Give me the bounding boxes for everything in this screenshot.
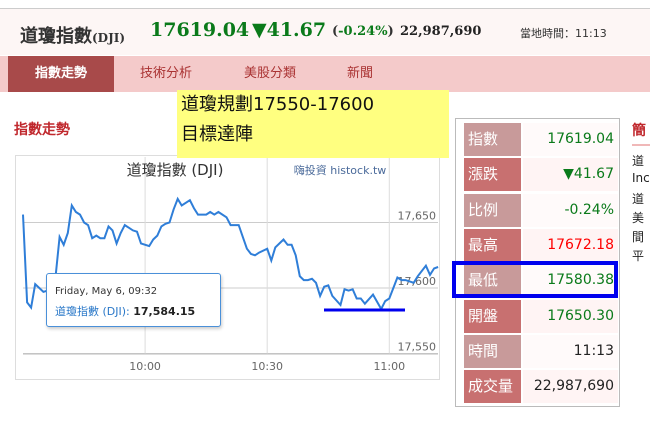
local-time-value: 11:13 [575, 27, 607, 40]
y-tick-label: 17,550 [398, 341, 437, 354]
header-volume: 22,987,690 [400, 24, 482, 39]
quote-row: 時間 11:13 [464, 334, 618, 368]
top-divider [0, 8, 650, 9]
header-change: ▼41.67 [252, 19, 327, 41]
quote-value: 17619.04 [523, 123, 618, 156]
side-panel: 簡 道 Inc 道 美 間 平 [632, 120, 650, 266]
chart-tooltip: Friday, May 6, 09:32 道瓊指數 (DJI): 17,584.… [46, 273, 221, 327]
quote-row: 最高 17672.18 [464, 228, 618, 262]
side-line: 道 [632, 192, 645, 206]
percent-value: -0.24% [338, 24, 388, 39]
index-name: 道瓊指數 [20, 26, 92, 47]
tooltip-date: Friday, May 6, 09:32 [55, 286, 158, 297]
quote-label: 漲跌 [464, 158, 521, 192]
quote-row: 開盤 17650.30 [464, 299, 618, 333]
y-tick-label: 17,650 [398, 210, 437, 223]
low-highlight-box [452, 261, 618, 298]
quote-label: 時間 [464, 334, 521, 368]
side-line: 平 [632, 249, 645, 263]
quote-label: 成交量 [464, 370, 521, 404]
side-heading: 簡 [632, 120, 650, 146]
x-tick-label: 10:30 [251, 360, 283, 373]
quote-row: 漲跌 ▼41.67 [464, 158, 618, 192]
quote-table: 指數 17619.04 漲跌 ▼41.67 比例 -0.24% 最高 17672.18 最低 17… [455, 118, 620, 407]
tab-news[interactable]: 新聞 [346, 66, 373, 81]
quote-label: 最高 [464, 228, 521, 262]
quote-header [0, 9, 650, 55]
index-title: 道瓊指數(DJI) [20, 22, 125, 48]
index-code: (DJI) [92, 31, 126, 45]
quote-label: 最低 [464, 264, 521, 298]
section-title: 指數走勢 [14, 122, 70, 138]
quote-value: ▼41.67 [523, 158, 618, 192]
chart-watermark: 嗨投資 histock.tw [294, 163, 387, 177]
local-time: 當地時間：11:13 [520, 25, 607, 41]
note-line-1: 道瓊規劃17550-17600 [181, 94, 375, 115]
quote-row: 最低 17580.38 [464, 264, 618, 298]
x-tick-label: 10:00 [129, 360, 161, 373]
series-line [22, 196, 439, 312]
tooltip-series-name: 道瓊指數 (DJI) [55, 305, 127, 318]
quote-row: 成交量 22,987,690 [464, 370, 618, 404]
quote-value: 17580.38 [523, 264, 618, 298]
x-tick-label: 11:00 [373, 360, 405, 373]
note-line-2: 目標達陣 [181, 124, 253, 145]
quote-row: 比例 -0.24% [464, 193, 618, 227]
paren-open: ( [332, 24, 339, 39]
quote-value: 17672.18 [523, 228, 618, 262]
y-tick-label: 17,600 [398, 275, 437, 288]
quote-value: 11:13 [523, 334, 618, 368]
quote-row: 指數 17619.04 [464, 123, 618, 156]
quote-value: 17650.30 [523, 299, 618, 333]
side-line: Inc [632, 171, 650, 185]
annotation-note: 道瓊規劃17550-17600 目標達陣 [177, 90, 449, 158]
tooltip-value: 17,584.15 [133, 305, 196, 318]
quote-label: 比例 [464, 193, 521, 227]
side-line: 美 [632, 211, 645, 225]
quote-value: -0.24% [523, 193, 618, 227]
tab-technical-analysis[interactable]: 技術分析 [139, 66, 192, 81]
quote-value: 22,987,690 [523, 370, 618, 404]
quote-label: 開盤 [464, 299, 521, 333]
header-percent: (-0.24%) [332, 24, 394, 39]
side-line: 間 [632, 230, 645, 244]
paren-close: ) [387, 24, 394, 39]
tooltip-series: 道瓊指數 (DJI): 17,584.15 [55, 305, 196, 318]
local-time-label: 當地時間： [520, 27, 575, 40]
tab-index-trend[interactable]: 指數走勢 [8, 56, 114, 92]
chart-title: 道瓊指數 (DJI) [127, 161, 224, 179]
header-price: 17619.04 [150, 19, 250, 41]
nav-tabs: 指數走勢 技術分析 美股分類 新聞 [0, 56, 650, 92]
side-line: 道 [632, 154, 645, 168]
quote-label: 指數 [464, 123, 521, 156]
tab-us-stock-categories[interactable]: 美股分類 [243, 66, 296, 81]
